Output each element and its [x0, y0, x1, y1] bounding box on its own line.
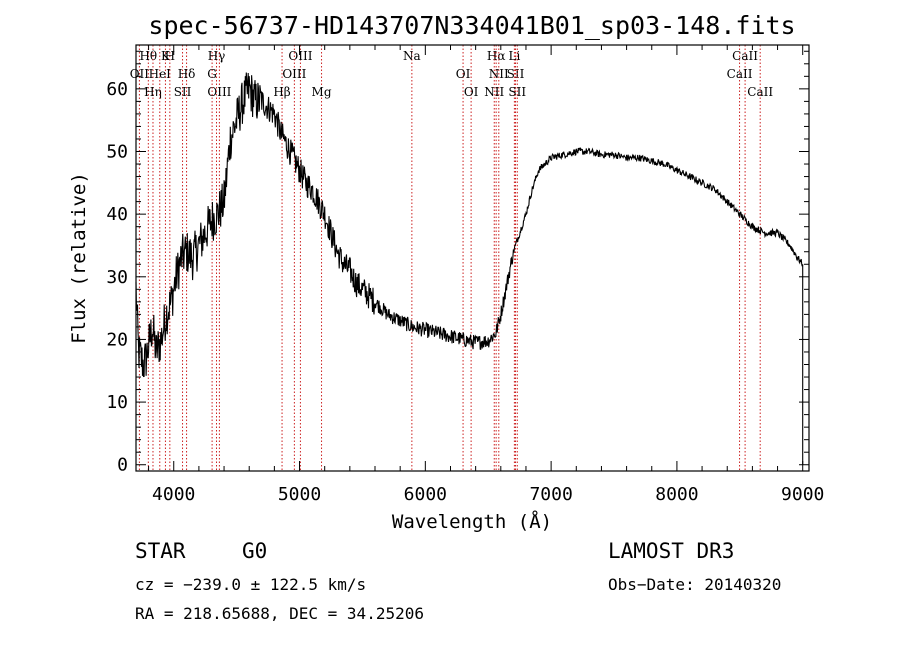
line-label: CaII — [732, 49, 758, 63]
line-label: OIII — [282, 67, 306, 81]
chart-title: spec-56737-HD143707N334041B01_sp03-148.f… — [148, 11, 795, 40]
x-tick-label: 9000 — [781, 484, 824, 505]
y-tick-label: 50 — [106, 142, 128, 163]
x-tick-label: 4000 — [152, 484, 195, 505]
line-label: Hη — [144, 85, 162, 99]
redshift-cz: cz = −239.0 ± 122.5 km/s — [135, 575, 366, 594]
line-label: CaII — [747, 85, 773, 99]
x-tick-label: 7000 — [529, 484, 572, 505]
line-label: NII — [489, 67, 509, 81]
observation-date: Obs−Date: 20140320 — [608, 575, 781, 594]
y-tick-label: 30 — [106, 267, 128, 288]
spectrum-line — [135, 72, 804, 465]
line-label: Mg — [312, 85, 332, 99]
line-label: OII — [130, 67, 150, 81]
x-tick-label: 8000 — [655, 484, 698, 505]
line-label: SII — [507, 67, 525, 81]
coordinates: RA = 218.65688, DEC = 34.25206 — [135, 604, 424, 623]
line-label: G — [207, 67, 217, 81]
line-label: Na — [403, 49, 421, 63]
y-tick-label: 10 — [106, 392, 128, 413]
line-label: Li — [508, 49, 520, 63]
y-tick-label: 40 — [106, 204, 128, 225]
line-label: OI — [456, 67, 471, 81]
line-label: Hδ — [178, 67, 196, 81]
line-label: Hθ — [139, 49, 157, 63]
axis-ticks: 4000 5000 6000 7000 8000 9000 0 10 20 30 40 50 60 — [106, 45, 824, 505]
line-label: K — [161, 49, 171, 63]
object-class: STAR — [135, 539, 186, 563]
spectral-subclass: G0 — [242, 539, 267, 563]
line-label: OIII — [288, 49, 312, 63]
line-label: Hα — [487, 49, 506, 63]
line-label: OI — [464, 85, 479, 99]
line-label: NII — [484, 85, 504, 99]
spectral-line-markers: HθOIIHηKHeISIIHHδOIIIHγGHβOIIIOIIIMgNaOI… — [130, 45, 773, 471]
line-label: Hβ — [273, 85, 290, 99]
line-label: CaII — [727, 67, 753, 81]
y-tick-label: 20 — [106, 329, 128, 350]
plot-frame — [135, 44, 810, 472]
line-label: H — [165, 49, 175, 63]
y-tick-label: 60 — [106, 79, 128, 100]
y-axis-label: Flux (relative) — [68, 172, 90, 344]
survey-name: LAMOST DR3 — [608, 539, 734, 563]
y-tick-label: 0 — [117, 455, 128, 476]
line-label: Hγ — [208, 49, 226, 63]
line-label: HeI — [149, 67, 172, 81]
line-label: SII — [174, 85, 192, 99]
x-tick-label: 5000 — [278, 484, 321, 505]
line-label: OIII — [207, 85, 231, 99]
x-tick-label: 6000 — [404, 484, 447, 505]
line-label: SII — [508, 85, 526, 99]
x-axis-label: Wavelength (Å) — [392, 510, 552, 533]
